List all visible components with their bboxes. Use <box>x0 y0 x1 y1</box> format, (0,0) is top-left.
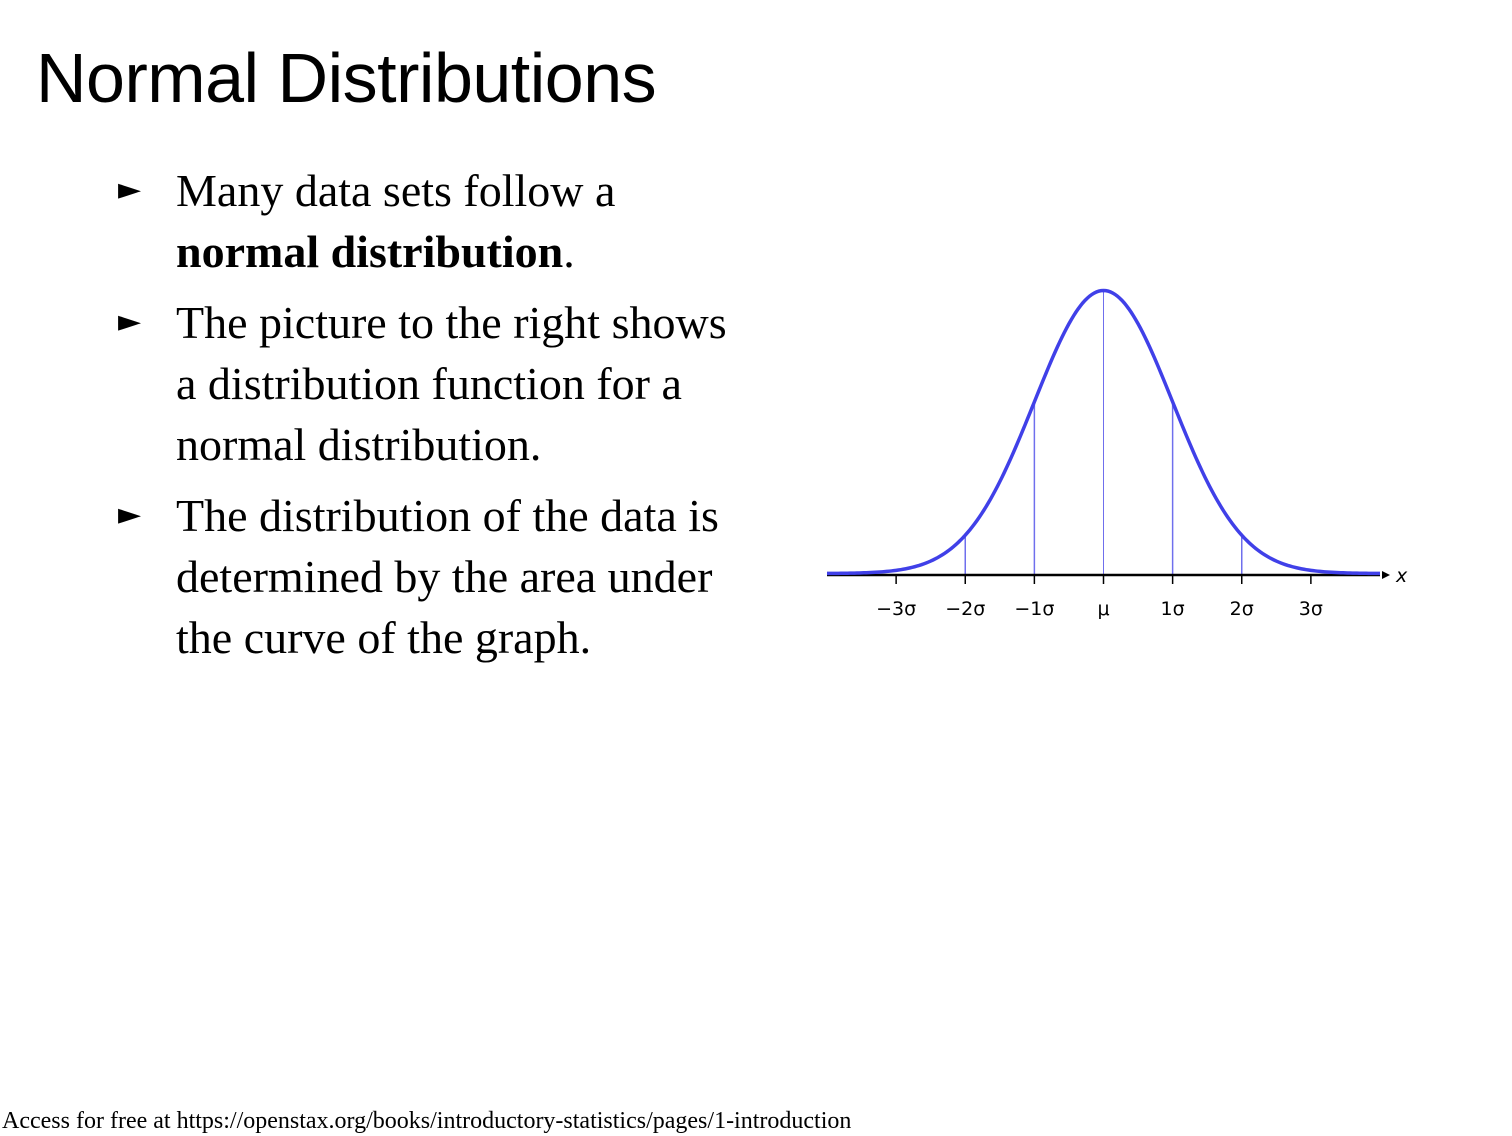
triangle-bullet-icon: ► <box>118 304 142 339</box>
tick-label: 3σ <box>1299 598 1323 620</box>
tick-label: −2σ <box>945 598 985 620</box>
slide-title: Normal Distributions <box>36 39 657 117</box>
bullet-list: ► Many data sets follow a normal distrib… <box>118 160 758 678</box>
bullet-text-plain: Many data sets follow a <box>176 165 616 216</box>
bullet-text: The picture to the right shows a distrib… <box>176 297 727 470</box>
bullet-item: ► The picture to the right shows a distr… <box>118 292 758 475</box>
tick-label: 2σ <box>1230 598 1254 620</box>
bullet-text: Many data sets follow a normal distribut… <box>176 160 758 282</box>
tick-label: −3σ <box>876 598 916 620</box>
normal-distribution-chart: −3σ −2σ −1σ μ 1σ 2σ 3σ x <box>826 288 1408 620</box>
bullet-item: ► Many data sets follow a normal distrib… <box>118 160 758 282</box>
tick-label: 1σ <box>1161 598 1185 620</box>
triangle-bullet-icon: ► <box>118 497 142 532</box>
axis-arrow-icon <box>1382 571 1390 579</box>
source-footer: Access for free at https://openstax.org/… <box>2 1108 852 1134</box>
bullet-text-after: . <box>563 226 575 277</box>
normal-curve-line <box>826 288 1381 576</box>
bullet-text: The distribution of the data is determin… <box>176 490 719 663</box>
tick-label: −1σ <box>1014 598 1054 620</box>
tick-label: μ <box>1097 598 1109 620</box>
x-axis-label: x <box>1395 565 1408 587</box>
triangle-bullet-icon: ► <box>118 172 142 207</box>
bullet-text-bold: normal distribution <box>176 226 564 277</box>
bullet-item: ► The distribution of the data is determ… <box>118 485 758 668</box>
